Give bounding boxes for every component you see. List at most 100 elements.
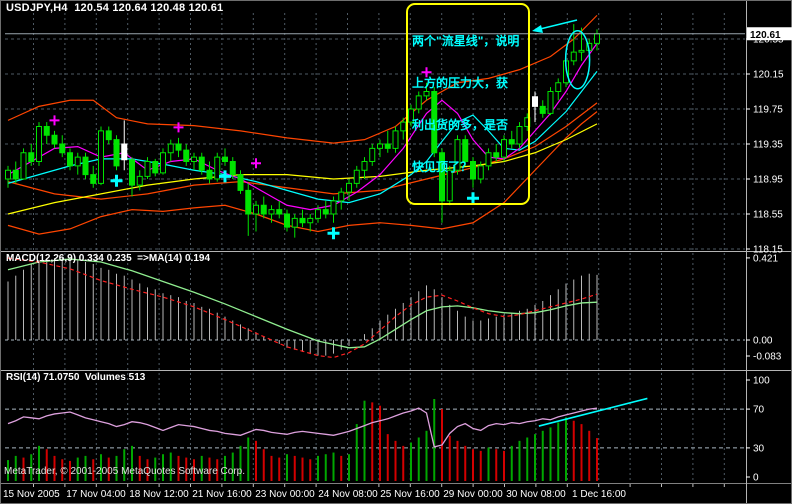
candle-body [377,143,383,149]
candle-body [415,95,422,110]
candle-body [439,152,445,202]
candle-body [43,126,50,136]
candle-body [129,159,135,186]
rsi-line [7,407,598,448]
candle-body [338,191,345,202]
candle-body [555,82,562,92]
rsi-scale-label: 100 [753,376,770,387]
candle-body [167,143,174,154]
candle-body [594,33,600,44]
rsi-label: RSI(14) 71.0750 Volumes 513 [6,372,146,383]
macd-scale-label: 0.421 [753,253,778,264]
price-scale-label: 119.75 [753,105,783,116]
candle-body [307,217,314,224]
candle-body [470,161,476,180]
rsi-scale-label: 70 [753,405,765,416]
price-scale-label: 118.95 [753,175,783,186]
time-axis-label: 23 Nov 00:00 [255,489,315,500]
candle-body [408,108,414,123]
candle-body [369,147,376,162]
candle-body [485,152,492,167]
candle-body [493,152,500,158]
time-axis-label: 29 Nov 00:00 [443,489,503,500]
time-axis-label: 15 Nov 2005 [3,489,60,500]
candle-body [361,161,368,171]
candle-body [191,156,197,162]
annotation-box[interactable]: 两个"流星线"，说明 上方的压力大，获 利出货的多，是否 快见顶了？ [406,3,530,205]
macd-signal-line [7,257,598,359]
candle-body [28,152,35,162]
price-scale-label: 118.55 [753,210,783,221]
candle-body [74,156,81,167]
bollinger_upper-line [7,14,598,144]
candle-body [98,130,104,184]
candle-body [183,149,190,162]
macd-ma-line [7,258,598,349]
candle-body [501,139,507,158]
candle-body [284,213,290,228]
macd-label: MACD(12,26,9) 0.334 0.235 =>MA(14) 0.194 [6,253,210,264]
annotation-text-line: 快见顶了？ [412,160,473,174]
candle-body [229,161,236,176]
candle-body [508,139,515,145]
candle-body [245,189,252,215]
candle-body [570,51,577,62]
candle-body [113,139,120,167]
candle-body [276,209,283,215]
ohlc-info: USDJPY,H4 120.54 120.64 120.48 120.61 [6,2,224,14]
candle-body [198,156,205,171]
highlight-ellipse[interactable] [564,30,591,90]
macd-scale-label: -0.083 [753,352,782,363]
ma_cyan_mid-line [7,71,598,204]
candle-body [67,152,73,167]
candle-body [346,182,352,193]
ma_yellow_slow-line [7,123,598,215]
candle-body [5,169,11,180]
candle-body [384,143,391,149]
time-axis-label: 25 Nov 16:00 [380,489,440,500]
candle-body [260,204,267,215]
candle-body [268,209,275,215]
candle-body [330,200,337,215]
rsi-scale-label: 30 [753,443,765,454]
candle-body [299,217,306,224]
time-axis-label: 17 Nov 04:00 [66,489,126,500]
candle-body [578,49,585,53]
candle-body [477,165,484,180]
time-axis-label: 24 Nov 08:00 [318,489,378,500]
candle-body [36,126,42,162]
candle-body [144,161,151,177]
candle-body [105,130,112,141]
candle-body [392,130,399,149]
candle-body [82,156,89,176]
annotation-arrow-line[interactable] [535,19,578,31]
candle-body [423,91,430,97]
annotation-text-line: 两个"流星线"，说明 [412,34,520,48]
candle-body [152,161,159,174]
candle-body [90,174,97,184]
candle-body [431,91,438,154]
bollinger_lower-line [7,111,598,235]
candle-body [136,175,143,186]
candle-body [516,126,523,145]
annotation-text-line: 利出货的多，是否 [412,118,509,132]
candle-body [222,156,228,162]
candle-body [322,209,329,215]
rsi-trendline[interactable] [538,397,648,427]
price-scale-label: 119.35 [753,140,783,151]
candle-body [214,156,221,180]
candle-body [59,143,66,154]
current-price-badge [747,27,792,41]
time-axis-label: 30 Nov 08:00 [506,489,566,500]
candle-body [454,139,461,171]
candle-body [547,91,554,114]
candle-body [20,152,27,180]
candle-body [446,169,453,202]
candle-body [51,134,58,145]
annotation-text-line: 上方的压力大，获 [412,76,509,90]
price-scale-label: 118.15 [753,245,783,256]
copyright: MetaTrader, © 2001-2005 MetaQuotes Softw… [4,466,246,477]
candle-body [400,121,407,132]
candle-body [175,143,182,151]
